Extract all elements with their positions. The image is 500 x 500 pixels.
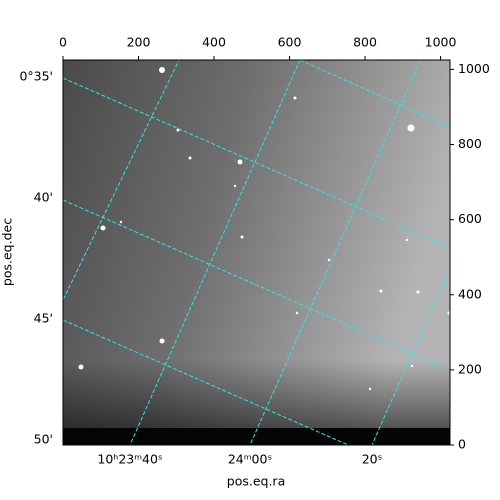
y-tick-label: 0: [458, 437, 466, 452]
dec-tick-label: 40': [34, 190, 53, 205]
dec-tick-label: 50': [34, 432, 53, 447]
frame: [62, 59, 451, 446]
ra-tick-label: 10ʰ23ᵐ40ˢ: [97, 452, 162, 467]
x-tick-label: 200: [127, 35, 151, 50]
y-axis-label: pos.eq.dec: [0, 218, 15, 286]
ra-tick-label: 24ᵐ00ˢ: [228, 452, 272, 467]
x-axis-label: pos.eq.ra: [227, 474, 285, 489]
x-tick-label: 0: [59, 35, 67, 50]
y-tick-label: 400: [458, 286, 482, 301]
x-tick-label: 800: [353, 35, 377, 50]
dec-tick-label: 0°35': [19, 69, 53, 84]
x-tick-label: 400: [202, 35, 226, 50]
y-tick-label: 600: [458, 211, 482, 226]
y-tick-label: 1000: [458, 61, 490, 76]
y-tick-label: 200: [458, 361, 482, 376]
x-tick-label: 1000: [425, 35, 457, 50]
ra-tick-label: 20ˢ: [362, 452, 383, 467]
sky-image: [63, 60, 450, 445]
dec-tick-label: 45': [34, 311, 53, 326]
x-tick-label: 600: [278, 35, 302, 50]
y-tick-label: 800: [458, 136, 482, 151]
